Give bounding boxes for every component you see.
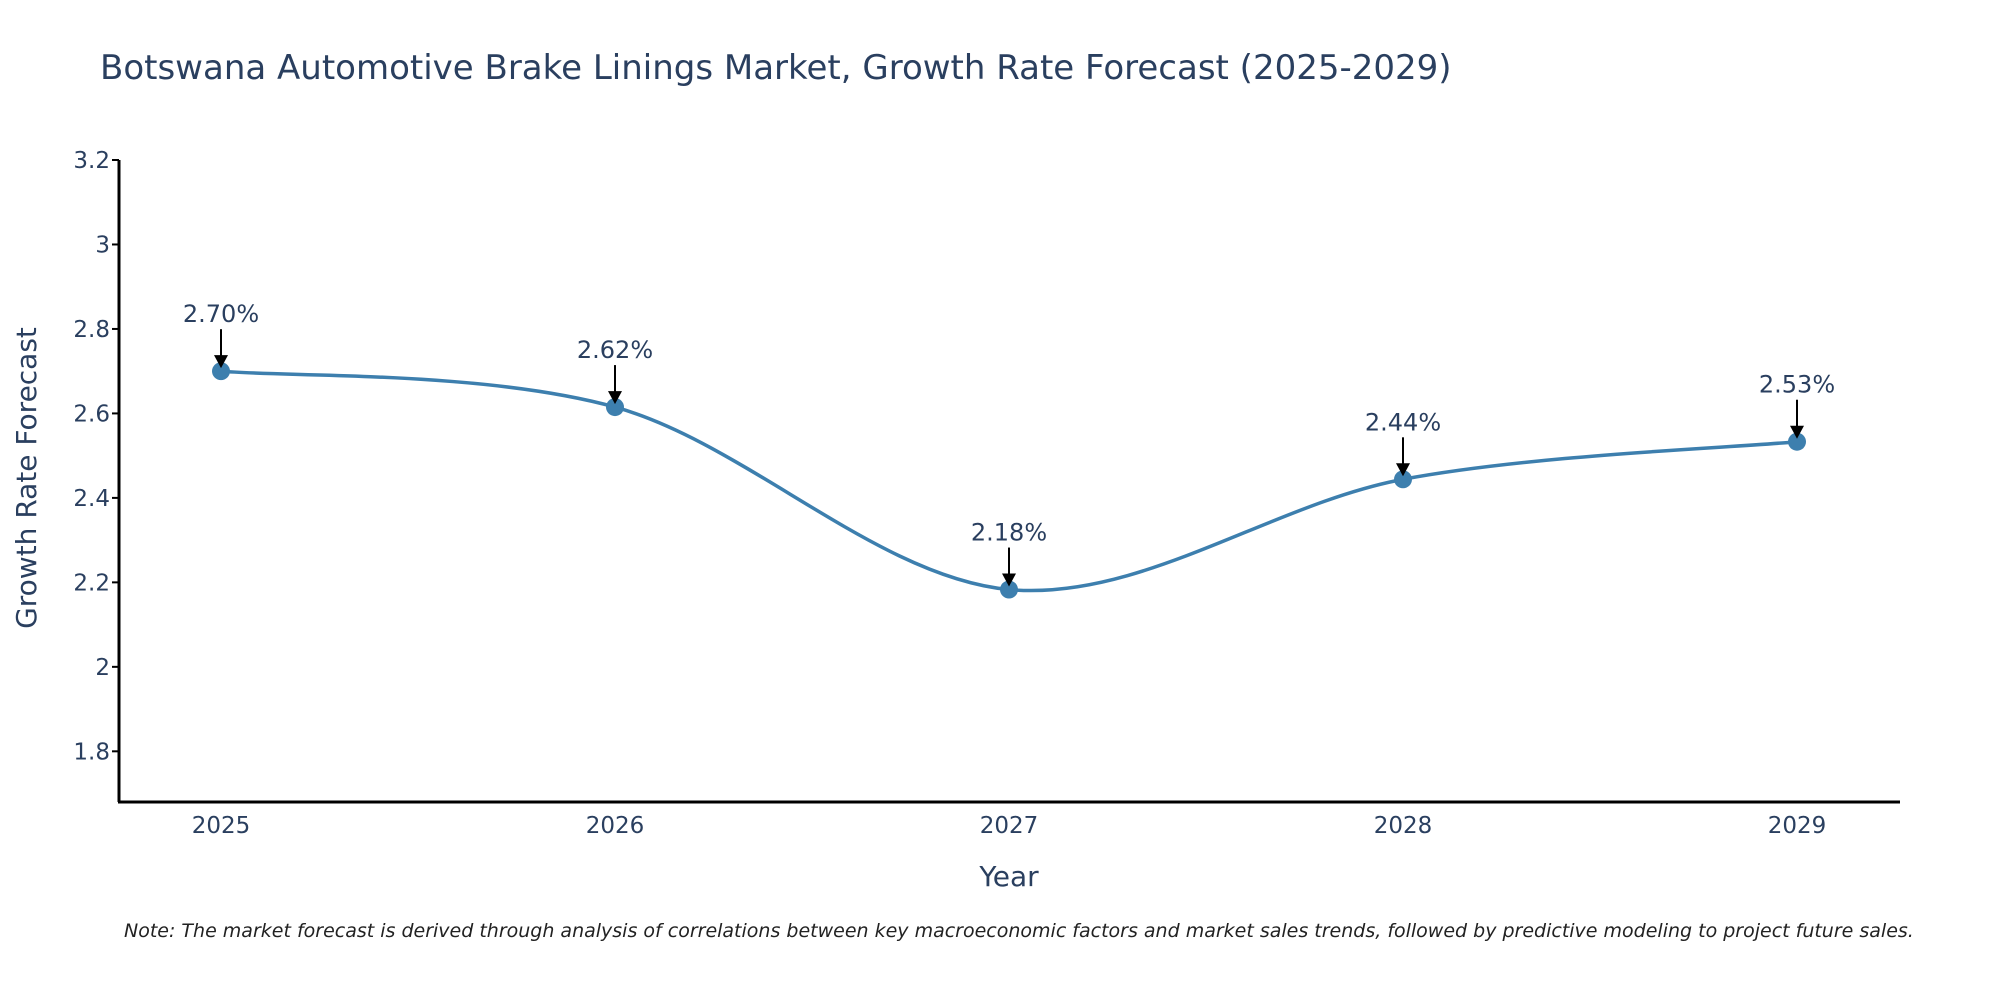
chart-title: Botswana Automotive Brake Linings Market… — [100, 48, 1452, 88]
x-tick-label: 2029 — [1768, 813, 1827, 839]
y-tick-label: 2 — [95, 655, 110, 681]
y-axis-title: Growth Rate Forecast — [10, 327, 43, 629]
y-tick-label: 3 — [95, 232, 110, 258]
data-point — [606, 398, 624, 417]
data-label: 2.44% — [1365, 408, 1441, 436]
data-label: 2.53% — [1759, 371, 1835, 399]
y-tick-label: 3.2 — [73, 148, 110, 174]
annotation-arrowhead — [1396, 463, 1410, 477]
y-tick-label: 2.8 — [73, 317, 110, 343]
data-label: 2.70% — [183, 300, 259, 328]
data-label: 2.62% — [577, 336, 653, 364]
data-points — [212, 362, 1806, 599]
x-tick-label: 2027 — [980, 813, 1039, 839]
x-axis-title: Year — [978, 860, 1039, 893]
y-axis-ticks: 1.8 2 2.2 2.4 2.6 2.8 3 3.2 — [73, 148, 119, 765]
data-point — [1394, 470, 1412, 489]
x-tick-label: 2025 — [192, 813, 251, 839]
chart-note: Note: The market forecast is derived thr… — [124, 920, 1914, 942]
x-axis-ticks: 2025 2026 2027 2028 2029 — [192, 813, 1827, 839]
data-point — [1000, 580, 1018, 599]
x-tick-label: 2028 — [1374, 813, 1433, 839]
y-tick-label: 2.6 — [73, 401, 110, 427]
data-point — [212, 362, 230, 381]
data-label: 2.18% — [971, 519, 1047, 547]
annotation-arrowhead — [608, 391, 622, 405]
data-labels: 2.70% 2.62% 2.18% 2.44% 2.53% — [183, 300, 1835, 587]
y-tick-label: 2.4 — [73, 486, 110, 512]
annotation-arrowhead — [1790, 425, 1804, 439]
annotation-arrowhead — [1002, 573, 1016, 587]
annotation-arrowhead — [214, 355, 228, 369]
x-tick-label: 2026 — [586, 813, 645, 839]
data-point — [1788, 432, 1806, 451]
y-tick-label: 1.8 — [73, 739, 110, 765]
y-tick-label: 2.2 — [73, 570, 110, 596]
